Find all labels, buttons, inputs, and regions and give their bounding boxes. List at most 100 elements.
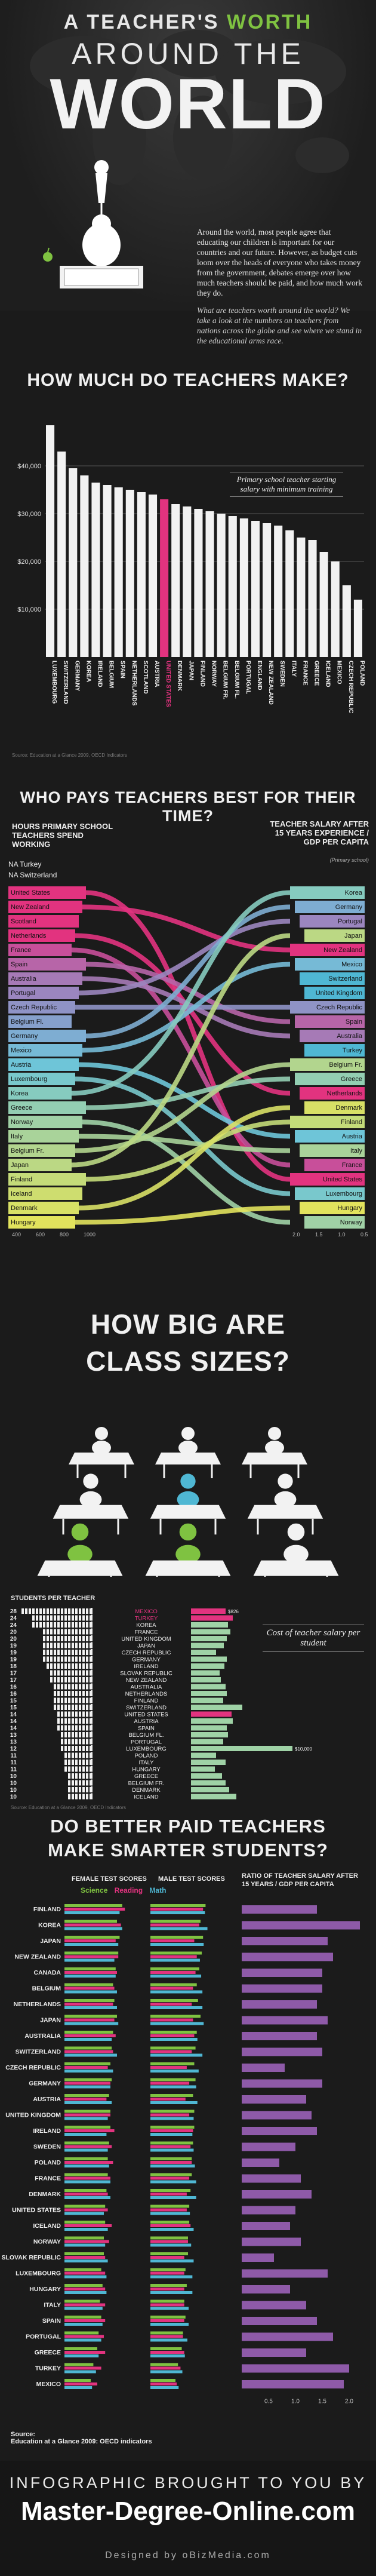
teacher-icon bbox=[91, 1759, 93, 1765]
student-icon bbox=[61, 1697, 63, 1703]
teacher-icon bbox=[91, 1663, 93, 1669]
female-reading-bar bbox=[64, 2224, 112, 2227]
time-right-bar bbox=[295, 901, 365, 913]
student-icon bbox=[57, 1629, 60, 1635]
student-icon bbox=[72, 1622, 74, 1628]
student-icon bbox=[86, 1677, 88, 1682]
male-math-bar bbox=[150, 2085, 196, 2089]
student-icon bbox=[64, 1718, 67, 1724]
salary-ytick-label: $20,000 bbox=[17, 558, 41, 566]
class-country-label: MEXICO bbox=[135, 1608, 157, 1615]
female-reading-bar bbox=[64, 2081, 110, 2085]
smart-country-label: NORWAY bbox=[33, 2239, 61, 2246]
male-science-bar bbox=[150, 1920, 201, 1923]
time-right-bar bbox=[295, 1130, 365, 1143]
student-icon bbox=[86, 1642, 88, 1648]
student-icon bbox=[75, 1691, 78, 1696]
male-math-bar bbox=[150, 2354, 185, 2357]
salary-category-label: SWEDEN bbox=[279, 661, 285, 687]
salary-category-label: MEXICO bbox=[336, 661, 343, 684]
female-math-bar bbox=[64, 1911, 120, 1914]
student-icon bbox=[79, 1663, 81, 1669]
male-reading-bar bbox=[150, 2240, 188, 2243]
ratio-bar bbox=[242, 2206, 295, 2215]
salary-category-label: FINLAND bbox=[199, 661, 205, 687]
student-icon bbox=[57, 1642, 60, 1648]
salary-category-label: IRELAND bbox=[96, 661, 103, 687]
student-icon bbox=[64, 1711, 67, 1717]
time-flow bbox=[78, 919, 291, 996]
male-math-bar bbox=[150, 2386, 179, 2389]
student-icon bbox=[50, 1629, 53, 1635]
student-icon bbox=[75, 1739, 78, 1745]
salary-category-label: GERMANY bbox=[73, 661, 80, 691]
smart-country-label: DENMARK bbox=[29, 2191, 61, 2198]
student-icon bbox=[64, 1732, 67, 1737]
student-icon bbox=[64, 1691, 67, 1696]
teacher-icon bbox=[91, 1704, 93, 1710]
time-right-sub: (Primary school) bbox=[329, 857, 369, 863]
legend-math: Math bbox=[149, 1886, 167, 1895]
students-count: 19 bbox=[10, 1643, 17, 1650]
time-left-bar bbox=[8, 987, 79, 999]
student-icon bbox=[61, 1656, 63, 1662]
male-science-bar bbox=[150, 2157, 192, 2160]
time-right-bar bbox=[300, 1030, 365, 1042]
student-icon bbox=[79, 1691, 81, 1696]
male-reading-bar bbox=[150, 2081, 190, 2085]
male-reading-bar bbox=[150, 2271, 184, 2275]
male-science-bar bbox=[150, 2062, 195, 2065]
na-switzerland-label: NA Switzerland bbox=[8, 871, 57, 879]
female-reading-bar bbox=[64, 2335, 104, 2338]
female-science-bar bbox=[64, 2031, 113, 2034]
female-science-bar bbox=[64, 1999, 115, 2002]
female-science-bar bbox=[64, 1967, 116, 1970]
time-right-label: Australia bbox=[337, 1033, 363, 1040]
student-icon bbox=[82, 1725, 85, 1731]
male-reading-bar bbox=[150, 2176, 190, 2180]
ratio-bar bbox=[242, 2332, 333, 2341]
time-right-bar bbox=[304, 1216, 365, 1229]
salary-title: HOW MUCH DO TEACHERS MAKE? bbox=[27, 370, 349, 390]
smart-country-label: GERMANY bbox=[29, 2080, 61, 2087]
students-count: 10 bbox=[10, 1794, 17, 1801]
time-right-label: Austria bbox=[342, 1133, 363, 1140]
ratio-bar bbox=[242, 2285, 290, 2293]
time-left-bar bbox=[8, 915, 79, 928]
smart-country-label: JAPAN bbox=[40, 2017, 61, 2024]
time-left-bar bbox=[8, 929, 75, 942]
student-icon bbox=[86, 1780, 88, 1786]
salary-ytick-label: $30,000 bbox=[17, 511, 41, 518]
female-math-bar bbox=[64, 2243, 106, 2247]
footer-site-link[interactable]: Master-Degree-Online.com bbox=[21, 2497, 355, 2526]
time-flow bbox=[78, 1134, 291, 1153]
female-math-bar bbox=[64, 2070, 113, 2073]
time-left-label: Spain bbox=[11, 961, 27, 968]
salary-section: HOW MUCH DO TEACHERS MAKE? $10,000 $20,00… bbox=[0, 370, 376, 782]
salary-bar bbox=[331, 561, 340, 657]
student-icon bbox=[79, 1746, 81, 1751]
title-line-3: WORLD bbox=[50, 64, 326, 144]
students-count: 16 bbox=[10, 1691, 17, 1697]
male-math-bar bbox=[150, 2323, 189, 2326]
time-right-label: Italy bbox=[350, 1147, 363, 1155]
cost-bar bbox=[191, 1629, 230, 1635]
time-left-bar bbox=[8, 944, 72, 956]
female-math-bar bbox=[64, 2038, 112, 2041]
student-icon bbox=[61, 1684, 63, 1690]
time-left-label: Czech Republic bbox=[11, 1004, 57, 1011]
female-reading-bar bbox=[64, 2098, 107, 2101]
salary-bar bbox=[342, 585, 351, 657]
time-left-tick: 600 bbox=[36, 1232, 45, 1238]
student-icon bbox=[64, 1746, 67, 1751]
footer-designed-by[interactable]: Designed by oBizMedia.com bbox=[105, 2550, 271, 2560]
cost-bar bbox=[191, 1663, 224, 1669]
time-right-bar bbox=[304, 1159, 365, 1171]
class-country-label: ITALY bbox=[139, 1760, 155, 1766]
student-icon bbox=[68, 1787, 70, 1792]
student-icon bbox=[61, 1650, 63, 1655]
cost-bar bbox=[191, 1760, 226, 1765]
student-icon bbox=[82, 1746, 85, 1751]
student-icon bbox=[64, 1629, 67, 1635]
salary-bar bbox=[171, 504, 180, 657]
